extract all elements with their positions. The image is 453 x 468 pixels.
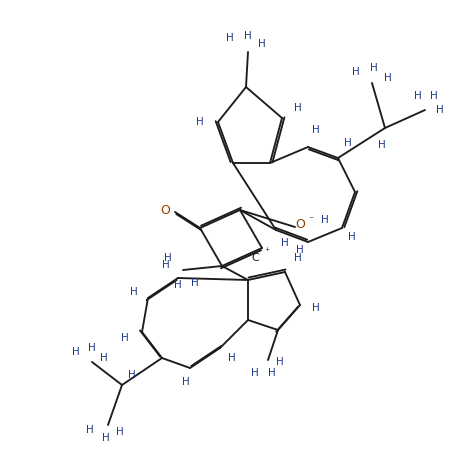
Text: H: H (102, 433, 110, 443)
Text: C: C (251, 253, 259, 263)
Text: H: H (268, 368, 276, 378)
Text: H: H (276, 357, 284, 367)
Text: H: H (294, 253, 302, 263)
Text: H: H (281, 238, 289, 248)
Text: ⁺: ⁺ (264, 247, 269, 257)
Text: H: H (182, 377, 190, 387)
Text: ⁻: ⁻ (308, 215, 313, 225)
Text: H: H (378, 140, 386, 150)
Text: H: H (226, 33, 234, 43)
Text: H: H (244, 31, 252, 41)
Text: O: O (160, 205, 170, 218)
Text: H: H (174, 280, 182, 290)
Text: H: H (370, 63, 378, 73)
Text: H: H (348, 232, 356, 242)
Text: H: H (128, 370, 136, 380)
Text: H: H (312, 303, 320, 313)
Text: H: H (296, 245, 304, 255)
Text: H: H (294, 103, 302, 113)
Text: H: H (228, 353, 236, 363)
Text: H: H (130, 287, 138, 297)
Text: H: H (436, 105, 444, 115)
Text: H: H (72, 347, 80, 357)
Text: H: H (312, 125, 320, 135)
Text: H: H (88, 343, 96, 353)
Text: H: H (344, 138, 352, 148)
Text: H: H (258, 39, 266, 49)
Text: H: H (414, 91, 422, 101)
Text: H: H (251, 368, 259, 378)
Text: H: H (196, 117, 204, 127)
Text: H: H (430, 91, 438, 101)
Text: H: H (352, 67, 360, 77)
Text: H: H (321, 215, 329, 225)
Text: H: H (100, 353, 108, 363)
Text: H: H (162, 260, 170, 270)
Text: O: O (295, 219, 305, 232)
Text: H: H (384, 73, 392, 83)
Text: H: H (116, 427, 124, 437)
Text: H: H (164, 253, 172, 263)
Text: H: H (86, 425, 94, 435)
Text: H: H (121, 333, 129, 343)
Text: H: H (191, 278, 199, 288)
